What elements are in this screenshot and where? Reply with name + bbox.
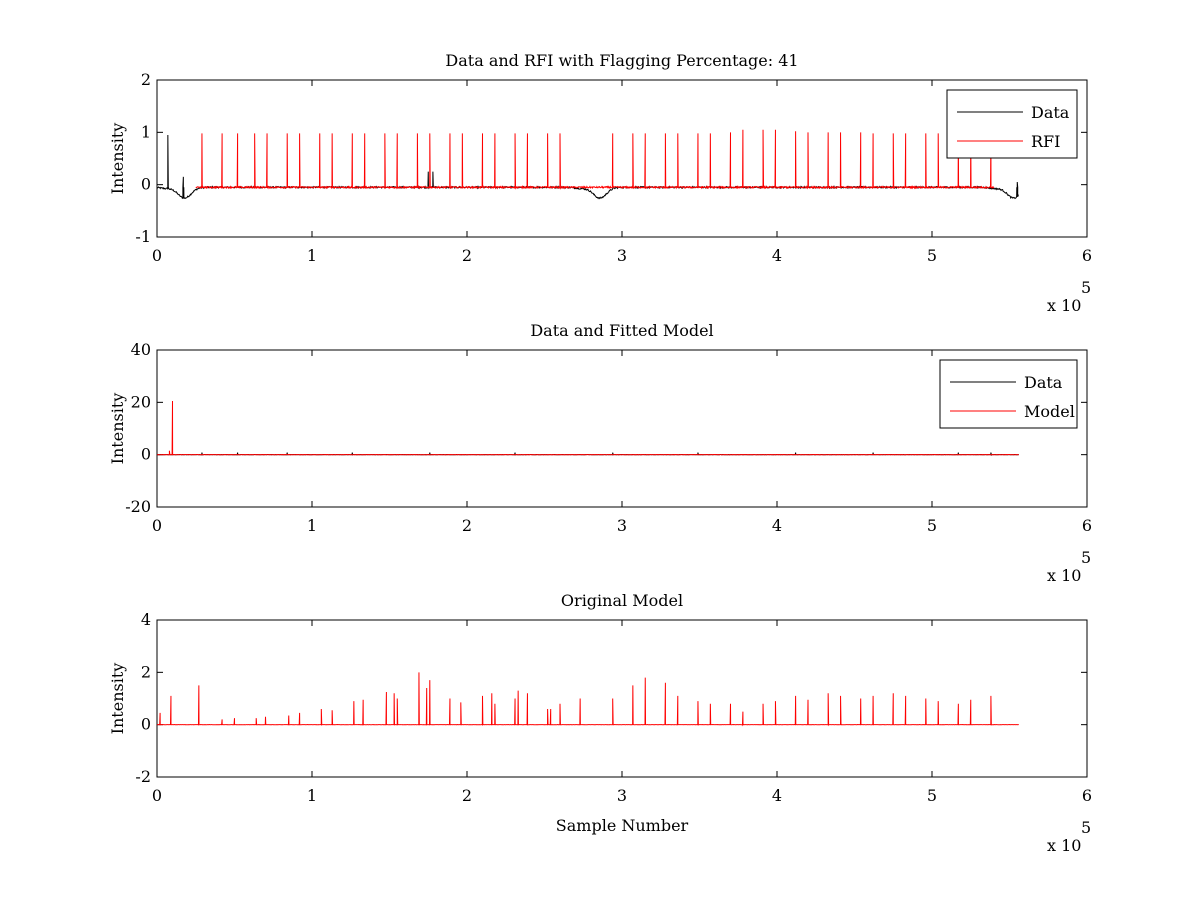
x-tick-label: 3 [617,516,627,535]
x-tick-label: 0 [152,786,162,805]
y-axis-label: Intensity [108,123,127,195]
x-axis-multiplier: x 10 [1047,836,1081,855]
x-tick-label: 1 [307,786,317,805]
subplot-3: Original Model Intensity Sample Number 0 1 2 3… [108,591,1092,855]
legend: Data RFI [946,89,1078,159]
x-tick-label: 0 [152,246,162,265]
series-line-model [157,401,1019,456]
x-axis-label: Sample Number [556,816,689,835]
y-tick-label: 1 [141,122,151,141]
y-tick-label: 2 [141,70,151,89]
y-tick-label: 20 [131,392,151,411]
chart-title: Data and Fitted Model [530,321,713,340]
subplot-1: Data and RFI with Flagging Percentage: 4… [108,51,1092,315]
subplot-2: Data and Fitted Model Intensity 0 1 2 3 4 5 6 -20… [108,321,1092,585]
y-tick-label: 0 [141,715,151,734]
y-tick-label: 40 [131,340,151,359]
x-tick-label: 6 [1082,516,1092,535]
legend-box [946,89,1078,159]
x-tick-label: 0 [152,516,162,535]
x-tick-label: 5 [927,246,937,265]
y-tick-label: 0 [141,445,151,464]
y-axis-label: Intensity [108,393,127,465]
x-tick-label: 5 [927,516,937,535]
x-tick-label: 1 [307,246,317,265]
y-axis-label: Intensity [108,663,127,735]
y-tick-label: -20 [125,497,151,516]
legend-label: RFI [1031,132,1060,151]
chart-title: Original Model [561,591,683,610]
x-tick-label: 4 [772,786,782,805]
y-tick-label: -2 [135,767,151,786]
x-axis-multiplier: x 10 [1047,566,1081,585]
legend: Data Model [939,359,1078,429]
legend-label: Model [1024,402,1075,421]
y-tick-label: -1 [135,227,151,246]
x-tick-label: 2 [462,246,472,265]
x-axis-exponent: 5 [1081,818,1091,837]
y-tick-label: 2 [141,662,151,681]
x-tick-label: 3 [617,786,627,805]
plot-area [156,619,1088,778]
series-line-rfi [195,129,995,190]
y-tick-label: 0 [141,175,151,194]
x-tick-label: 4 [772,246,782,265]
x-tick-label: 6 [1082,246,1092,265]
y-tick-label: 4 [141,610,151,629]
legend-label: Data [1031,103,1070,122]
legend-label: Data [1024,373,1063,392]
x-tick-label: 2 [462,786,472,805]
x-axis-exponent: 5 [1081,278,1091,297]
legend-box [939,359,1078,429]
plot-area [156,79,1088,238]
x-axis-exponent: 5 [1081,548,1091,567]
x-tick-label: 6 [1082,786,1092,805]
chart-title: Data and RFI with Flagging Percentage: 4… [445,51,798,70]
series-line-model [157,672,1019,727]
x-tick-label: 4 [772,516,782,535]
x-axis-multiplier: x 10 [1047,296,1081,315]
x-tick-label: 2 [462,516,472,535]
x-tick-label: 1 [307,516,317,535]
x-tick-label: 5 [927,786,937,805]
x-tick-label: 3 [617,246,627,265]
